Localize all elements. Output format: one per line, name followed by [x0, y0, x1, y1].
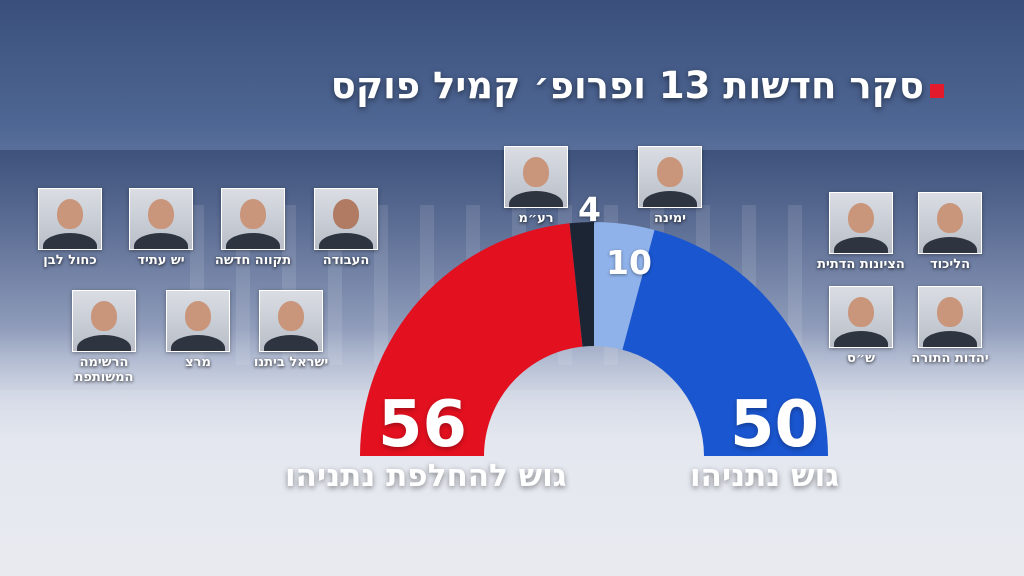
party-leader-photo: [38, 188, 102, 250]
party-name: רע״מ: [518, 211, 554, 226]
arc-segment-1: [569, 222, 594, 347]
party-card-yahadut-hatorah: יהדות התורה: [906, 286, 994, 366]
bloc-value-change: 56: [378, 388, 468, 462]
party-leader-photo: [166, 290, 230, 352]
party-leader-photo: [918, 192, 982, 254]
party-card-religious-zionism: הציונות הדתית: [817, 192, 905, 272]
party-card-raam: רע״מ: [492, 146, 580, 226]
party-card-israel-beytenu: ישראל ביתנו: [247, 290, 335, 370]
party-card-joint-list: הרשימה המשותפת: [60, 290, 148, 385]
party-name: כחול לבן: [43, 253, 97, 268]
page-title: סקר חדשות 13 ופרופ׳ קמיל פוקס: [330, 64, 924, 107]
party-card-yesh-atid: יש עתיד: [117, 188, 205, 268]
party-leader-photo: [221, 188, 285, 250]
party-card-yamina: ימינה: [626, 146, 714, 226]
party-name: ימינה: [654, 211, 686, 226]
party-leader-photo: [829, 286, 893, 348]
bloc-label-netanyahu: גוש נתניהו: [690, 458, 840, 494]
party-name: יהדות התורה: [911, 351, 989, 366]
party-card-shas: ש״ס: [817, 286, 905, 366]
party-leader-photo: [129, 188, 193, 250]
party-leader-photo: [638, 146, 702, 208]
party-leader-photo: [314, 188, 378, 250]
arc-segment-2: [594, 222, 655, 350]
party-name: מרצ: [185, 355, 211, 370]
bloc-value-netanyahu: 50: [730, 388, 820, 462]
party-name: העבודה: [322, 253, 370, 268]
party-leader-photo: [504, 146, 568, 208]
party-name: הליכוד: [929, 257, 971, 272]
party-name: הרשימה המשותפת: [74, 355, 134, 385]
party-name: ש״ס: [847, 351, 875, 366]
party-card-tikva-hadasha: תקווה חדשה: [209, 188, 297, 268]
party-name: יש עתיד: [137, 253, 185, 268]
party-leader-photo: [918, 286, 982, 348]
party-leader-photo: [259, 290, 323, 352]
party-name: הציונות הדתית: [817, 257, 905, 272]
party-card-kahol-lavan: כחול לבן: [26, 188, 114, 268]
party-card-likud: הליכוד: [906, 192, 994, 272]
title-marker-square: [930, 84, 944, 98]
party-leader-photo: [829, 192, 893, 254]
party-card-meretz: מרצ: [154, 290, 242, 370]
segment-label-raam: 4: [578, 190, 601, 229]
arc-segment-0: [360, 223, 583, 456]
party-leader-photo: [72, 290, 136, 352]
party-name: ישראל ביתנו: [253, 355, 329, 370]
bloc-label-change: גוש להחלפת נתניהו: [285, 458, 567, 494]
segment-label-yamina: 10: [606, 243, 652, 282]
party-card-avoda: העבודה: [302, 188, 390, 268]
arc-segment-3: [622, 229, 828, 456]
party-name: תקווה חדשה: [214, 253, 292, 268]
